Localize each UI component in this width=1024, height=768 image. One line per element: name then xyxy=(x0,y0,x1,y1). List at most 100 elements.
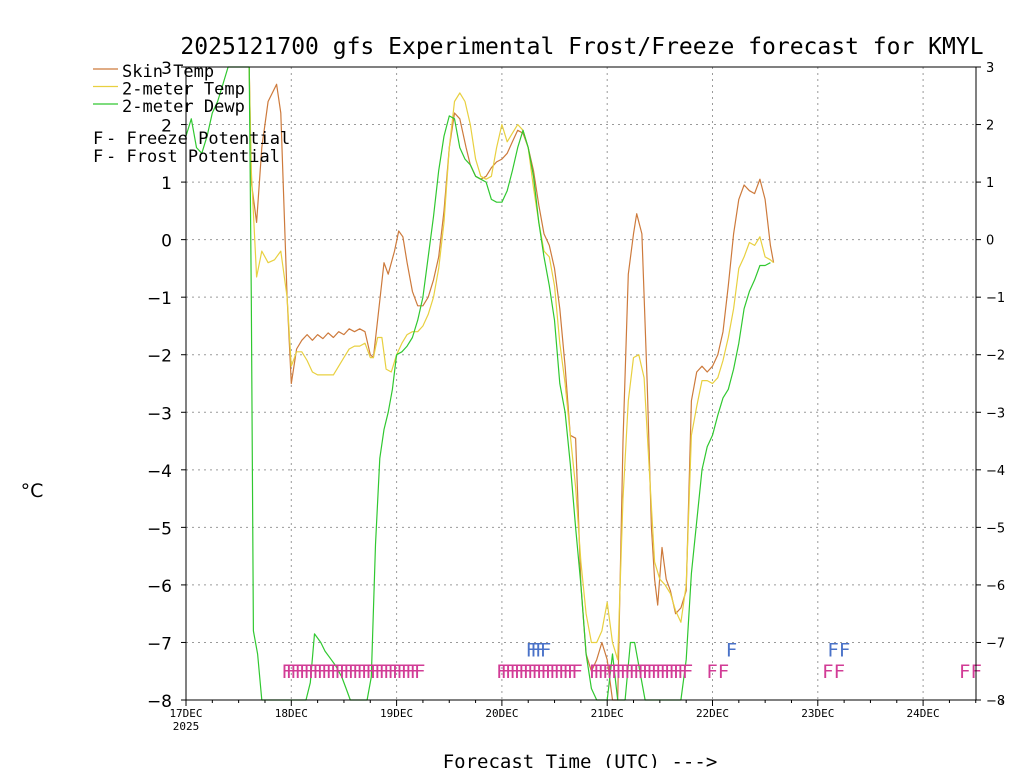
freeze-marker: F xyxy=(496,661,507,683)
freeze-marker: F xyxy=(620,661,631,683)
freeze-marker: F xyxy=(527,661,538,683)
y-tick-label-left: −6 xyxy=(147,577,172,597)
freeze-marker: F xyxy=(299,661,310,683)
frost-marker: F xyxy=(726,639,737,661)
freeze-marker: F xyxy=(607,661,618,683)
series-lines xyxy=(185,66,775,701)
freeze-marker: FF xyxy=(959,661,982,683)
freeze-marker: F xyxy=(602,661,613,683)
x-tick-label: 19DEC xyxy=(380,707,413,720)
y-tick-label-right: 1 xyxy=(986,176,994,191)
freeze-marker: F xyxy=(514,661,525,683)
y-tick-label-left: −4 xyxy=(147,462,172,482)
freeze-marker: F xyxy=(330,661,341,683)
freeze-marker: F xyxy=(509,661,520,683)
y-tick-label-right: −8 xyxy=(986,694,1005,709)
freeze-marker: F xyxy=(326,661,337,683)
y-tick-label-right: −7 xyxy=(986,636,1005,651)
freeze-marker: F xyxy=(281,661,292,683)
freeze-marker: F xyxy=(540,661,551,683)
y-tick-label-right: 3 xyxy=(986,61,994,76)
y-tick-label-right: −4 xyxy=(986,464,1005,479)
y-tick-label-left: 3 xyxy=(161,59,172,79)
freeze-marker: F xyxy=(352,661,363,683)
freeze-marker: F xyxy=(290,661,301,683)
freeze-marker: F xyxy=(611,661,622,683)
frost-marker: F xyxy=(530,639,541,661)
x-tick-label: 21DEC xyxy=(591,707,624,720)
freeze-marker: F xyxy=(317,661,328,683)
y-tick-label-right: −2 xyxy=(986,349,1005,364)
freeze-marker: F xyxy=(660,661,671,683)
x-tick-label: 20DEC xyxy=(485,707,518,720)
freeze-marker: F xyxy=(312,661,323,683)
series-line-skin xyxy=(248,66,775,701)
y-tick-label-right: −1 xyxy=(986,291,1005,306)
x-axis-title: Forecast Time (UTC) ---> xyxy=(443,751,718,768)
y-tick-label-left: −5 xyxy=(147,519,172,539)
freeze-marker: F xyxy=(646,661,657,683)
freeze-marker: F xyxy=(655,661,666,683)
freeze-marker: F xyxy=(558,661,569,683)
freeze-marker: F xyxy=(664,661,675,683)
freeze-marker: F xyxy=(677,661,688,683)
freeze-marker: FF xyxy=(822,661,845,683)
freeze-marker: F xyxy=(651,661,662,683)
freeze-marker: F xyxy=(361,661,372,683)
freeze-marker: F xyxy=(286,661,297,683)
y-tick-label-left: −3 xyxy=(147,404,172,424)
freeze-marker: F xyxy=(545,661,556,683)
freeze-marker: F xyxy=(379,661,390,683)
series-line-dewp xyxy=(185,66,771,701)
legend-label-dewp: 2-meter Dewp xyxy=(122,97,245,117)
legend-label-skin: Skin Temp xyxy=(122,62,214,82)
x-tick-label: 18DEC xyxy=(275,707,308,720)
chart-title: 2025121700 gfs Experimental Frost/Freeze… xyxy=(180,34,983,60)
y-tick-label-left: −8 xyxy=(147,692,172,712)
freeze-marker: F xyxy=(392,661,403,683)
frost-marker: F xyxy=(526,639,537,661)
freeze-marker: F xyxy=(374,661,385,683)
y-tick-label-right: 0 xyxy=(986,234,994,249)
freeze-marker: F xyxy=(505,661,516,683)
y-tick-label-right: −5 xyxy=(986,521,1005,536)
x-tick-label: 24DEC xyxy=(907,707,940,720)
freeze-marker: F xyxy=(682,661,693,683)
freeze-marker: F xyxy=(633,661,644,683)
y-tick-label-left: −7 xyxy=(147,634,172,654)
x-tick-year-label: 2025 xyxy=(173,720,200,733)
frost-marker: F xyxy=(540,639,551,661)
plot-frame xyxy=(185,66,977,701)
freeze-marker: F xyxy=(563,661,574,683)
freeze-marker: F xyxy=(536,661,547,683)
freeze-marker: F xyxy=(532,661,543,683)
freeze-marker: F xyxy=(343,661,354,683)
freeze-marker: F xyxy=(598,661,609,683)
freeze-marker: F xyxy=(642,661,653,683)
freeze-marker: F xyxy=(401,661,412,683)
freeze-marker: F xyxy=(396,661,407,683)
freeze-marker: F xyxy=(629,661,640,683)
legend-label-temp: 2-meter Temp xyxy=(122,80,245,100)
y-axis-unit-label: °C xyxy=(21,480,44,502)
freeze-marker: F xyxy=(370,661,381,683)
freeze-marker: F xyxy=(321,661,332,683)
freeze-marker: F xyxy=(308,661,319,683)
freeze-marker: F xyxy=(339,661,350,683)
series-line-temp xyxy=(248,66,775,661)
legend-marker-freeze: F xyxy=(93,129,103,149)
freeze-marker: FF xyxy=(706,661,729,683)
freeze-marker: F xyxy=(673,661,684,683)
freeze-marker: F xyxy=(405,661,416,683)
freeze-marker: F xyxy=(365,661,376,683)
y-tick-label-left: 2 xyxy=(161,117,172,137)
y-tick-label-right: −3 xyxy=(986,406,1005,421)
y-tick-label-right: −6 xyxy=(986,579,1005,594)
freeze-marker: F xyxy=(357,661,368,683)
freeze-marker: F xyxy=(668,661,679,683)
freeze-marker: F xyxy=(593,661,604,683)
freeze-marker: F xyxy=(410,661,421,683)
freeze-marker: F xyxy=(334,661,345,683)
